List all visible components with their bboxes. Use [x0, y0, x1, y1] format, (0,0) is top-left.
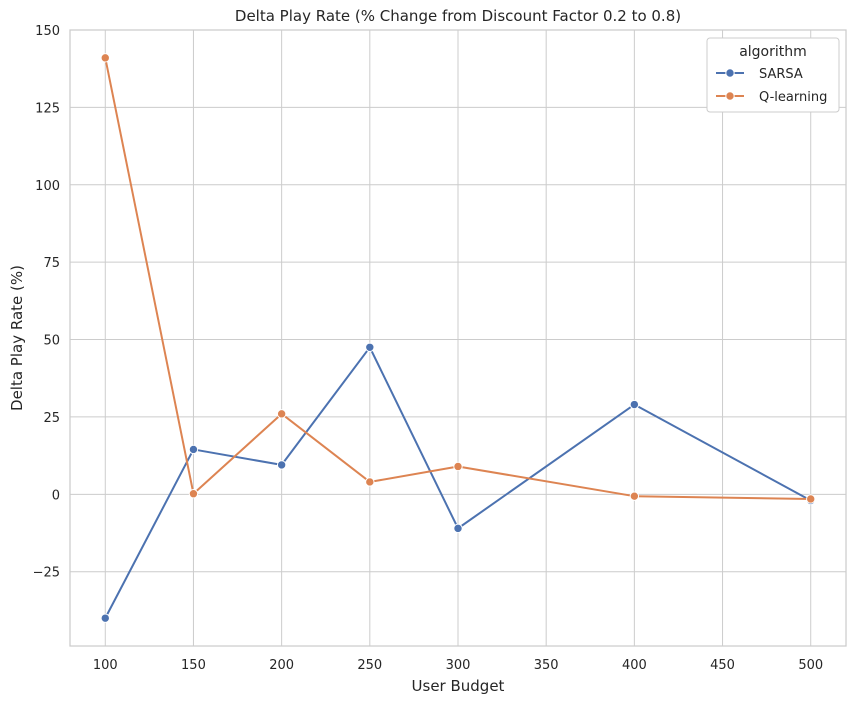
data-point-sarsa	[629, 399, 640, 410]
x-tick-label: 250	[357, 658, 382, 673]
x-tick-label: 350	[534, 658, 559, 673]
legend-item-sarsa: SARSA	[716, 67, 803, 82]
series-q-learning	[100, 53, 816, 504]
data-point-q-learning	[629, 491, 640, 501]
y-tick-label: 0	[52, 488, 60, 503]
y-tick-label: 50	[43, 334, 60, 349]
x-tick-label: 300	[446, 658, 471, 673]
data-point-sarsa	[100, 613, 110, 623]
x-tick-label: 100	[93, 658, 118, 673]
y-tick-label: 75	[43, 256, 60, 271]
x-tick-label: 450	[710, 658, 735, 673]
data-point-sarsa	[276, 460, 287, 470]
legend-marker-sarsa	[725, 68, 735, 78]
chart-title: Delta Play Rate (% Change from Discount …	[235, 7, 681, 25]
y-tick-label: 100	[35, 179, 60, 194]
grid-lines	[70, 29, 846, 646]
data-point-q-learning	[100, 53, 110, 63]
series-layer	[100, 53, 816, 623]
legend-box	[706, 37, 840, 113]
y-tick-label: 125	[35, 101, 60, 116]
x-tick-label: 500	[798, 658, 823, 673]
legend-label-q-learning: Q-learning	[759, 90, 827, 105]
legend-title: algorithm	[739, 44, 807, 60]
legend: algorithm SARSA Q-learning	[706, 37, 840, 113]
legend-label-sarsa: SARSA	[759, 67, 803, 82]
data-point-q-learning	[365, 477, 375, 487]
y-tick-label: 25	[43, 411, 60, 426]
x-tick-label: 200	[269, 658, 294, 673]
data-point-sarsa	[365, 342, 375, 352]
y-tick-label: 150	[35, 24, 60, 39]
data-point-q-learning	[453, 461, 463, 472]
data-point-q-learning	[806, 494, 816, 504]
data-point-q-learning	[188, 489, 199, 499]
legend-marker-q-learning	[725, 91, 735, 101]
x-tick-label: 400	[622, 658, 647, 673]
plot-frame	[69, 29, 847, 647]
y-axis-label: Delta Play Rate (%)	[8, 265, 26, 411]
legend-items: SARSA Q-learning	[716, 67, 827, 105]
data-point-q-learning	[276, 409, 287, 419]
data-point-sarsa	[188, 444, 199, 455]
legend-item-q-learning: Q-learning	[716, 90, 827, 105]
x-tick-label: 150	[181, 658, 206, 673]
y-tick-label: −25	[33, 566, 60, 581]
data-point-sarsa	[453, 523, 463, 534]
x-axis-label: User Budget	[412, 677, 505, 695]
tick-labels: 100 150 200 250 300 350 400 450 500 −25 0 25 50 75 100…	[33, 24, 824, 673]
